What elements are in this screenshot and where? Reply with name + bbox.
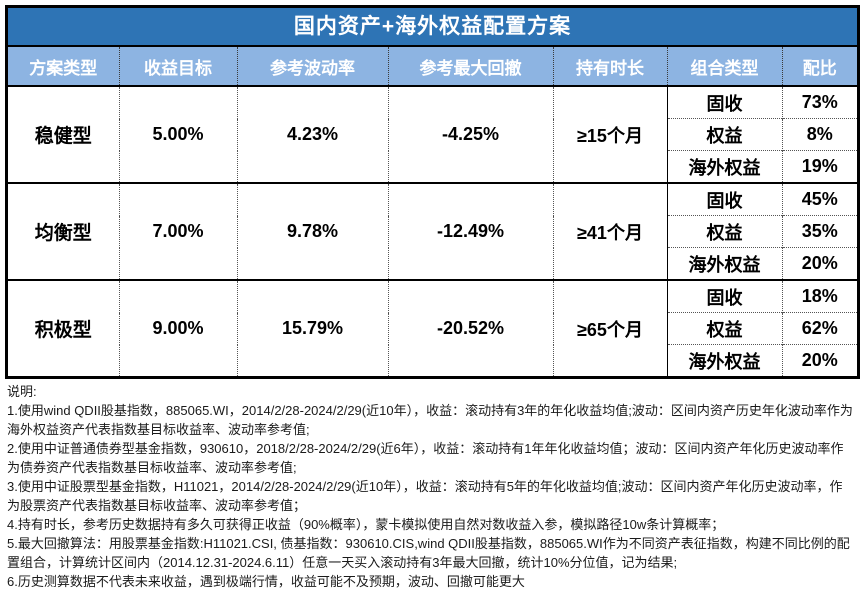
- header-plan-type: 方案类型: [8, 47, 119, 87]
- allocation-table: 国内资产+海外权益配置方案 方案类型 收益目标 参考波动率 参考最大回撤 持有时…: [5, 5, 860, 379]
- note-line: 3.使用中证股票型基金指数，H11021，2014/2/28-2024/2/29…: [7, 478, 843, 513]
- table-row: 稳健型 5.00% 4.23% -4.25% ≥15个月 固收 73%: [8, 86, 857, 183]
- plan-type-cell: 稳健型: [8, 86, 119, 183]
- header-max-drawdown: 参考最大回撤: [387, 47, 553, 87]
- notes-section: 说明: 1.使用wind QDII股基指数，885065.WI，2014/2/2…: [5, 379, 860, 592]
- volatility-cell: 15.79%: [236, 279, 388, 376]
- note-line: 6.历史测算数据不代表未来收益，遇到极端行情，收益可能不及预期，波动、回撤可能更…: [7, 573, 525, 589]
- note-line: 4.持有时长，参考历史数据持有多久可获得正收益（90%概率），蒙卡模拟使用自然对…: [7, 516, 725, 532]
- note-line: 1.使用wind QDII股基指数，885065.WI，2014/2/28-20…: [7, 402, 853, 437]
- return-target-cell: 7.00%: [118, 182, 237, 280]
- volatility-cell: 9.78%: [236, 182, 388, 280]
- table-row: 权益 35%: [8, 215, 857, 248]
- note-line: 2.使用中证普通债券型基金指数，930610，2018/2/28-2024/2/…: [7, 440, 844, 475]
- holding-period-cell: ≥41个月: [552, 182, 667, 280]
- notes-label: 说明:: [7, 384, 37, 399]
- asset-class-cell: 海外权益: [666, 247, 782, 280]
- asset-class-cell: 固收: [666, 86, 782, 119]
- allocation-pct-cell: 73%: [781, 86, 857, 119]
- asset-class-cell: 权益: [666, 215, 782, 248]
- holding-period-cell: ≥15个月: [552, 86, 667, 183]
- table-row: 权益 8%: [8, 118, 857, 151]
- plan-type-cell: 积极型: [8, 279, 119, 376]
- asset-class-cell: 海外权益: [666, 150, 782, 183]
- return-target-cell: 9.00%: [118, 279, 237, 376]
- allocation-pct-cell: 45%: [781, 182, 857, 216]
- max-drawdown-cell: -20.52%: [387, 279, 553, 376]
- asset-class-cell: 固收: [666, 279, 782, 313]
- holding-period-cell: ≥65个月: [552, 279, 667, 376]
- header-holding-period: 持有时长: [552, 47, 667, 87]
- asset-class-cell: 海外权益: [666, 344, 782, 376]
- asset-class-cell: 权益: [666, 312, 782, 345]
- volatility-cell: 4.23%: [236, 86, 388, 183]
- allocation-pct-cell: 8%: [781, 118, 857, 151]
- asset-class-cell: 权益: [666, 118, 782, 151]
- table-row: 均衡型 7.00% 9.78% -12.49% ≥41个月 固收 45%: [8, 182, 857, 280]
- header-volatility: 参考波动率: [236, 47, 388, 87]
- header-return-target: 收益目标: [118, 47, 237, 87]
- note-line: 5.最大回撤算法：用股票基金指数:H11021.CSI, 债基指数：930610…: [7, 535, 850, 570]
- allocation-pct-cell: 20%: [781, 247, 857, 280]
- table-title: 国内资产+海外权益配置方案: [8, 8, 857, 47]
- max-drawdown-cell: -12.49%: [387, 182, 553, 280]
- plan-table: 方案类型 收益目标 参考波动率 参考最大回撤 持有时长 组合类型 配比 稳健型 …: [8, 47, 857, 376]
- header-row: 方案类型 收益目标 参考波动率 参考最大回撤 持有时长 组合类型 配比: [8, 47, 857, 87]
- table-row: 海外权益 20%: [8, 344, 857, 376]
- allocation-pct-cell: 35%: [781, 215, 857, 248]
- table-row: 海外权益 19%: [8, 150, 857, 183]
- table-row: 权益 62%: [8, 312, 857, 345]
- allocation-pct-cell: 20%: [781, 344, 857, 376]
- return-target-cell: 5.00%: [118, 86, 237, 183]
- table-row: 海外权益 20%: [8, 247, 857, 280]
- allocation-pct-cell: 62%: [781, 312, 857, 345]
- allocation-pct-cell: 18%: [781, 279, 857, 313]
- table-row: 积极型 9.00% 15.79% -20.52% ≥65个月 固收 18%: [8, 279, 857, 376]
- header-allocation: 配比: [781, 47, 857, 87]
- max-drawdown-cell: -4.25%: [387, 86, 553, 183]
- plan-type-cell: 均衡型: [8, 182, 119, 280]
- allocation-pct-cell: 19%: [781, 150, 857, 183]
- asset-class-cell: 固收: [666, 182, 782, 216]
- header-portfolio-type: 组合类型: [666, 47, 782, 87]
